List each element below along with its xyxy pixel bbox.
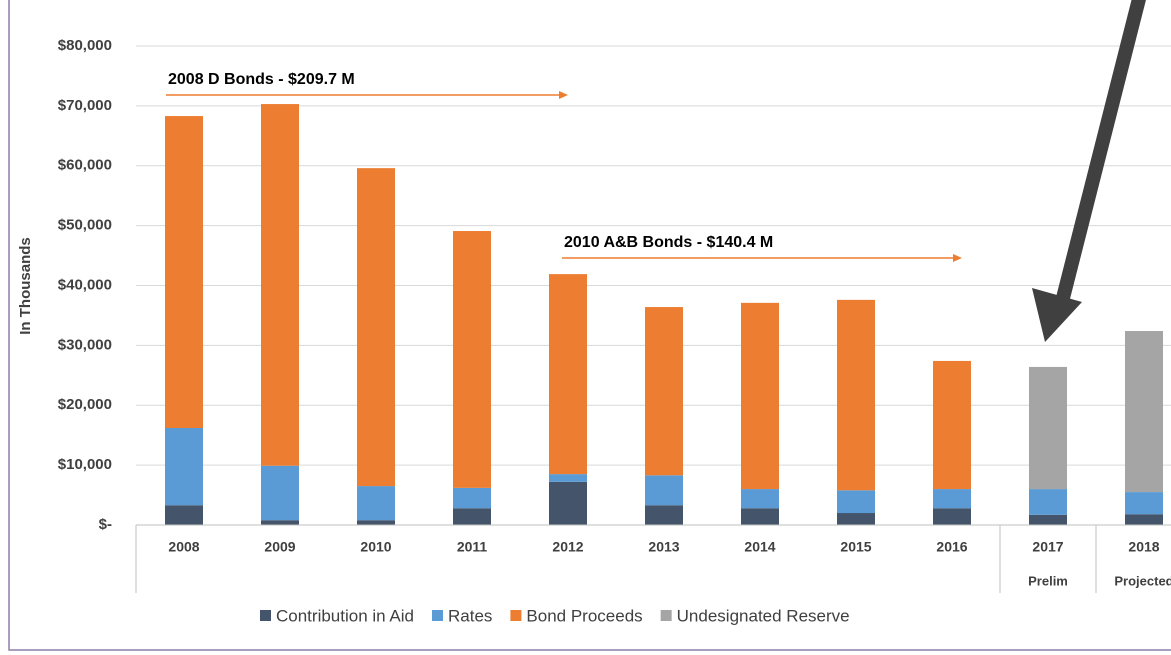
bar-segment	[261, 104, 299, 466]
bar-segment	[1029, 489, 1067, 515]
annotation-arrowhead	[953, 254, 962, 262]
bar-segment	[549, 481, 587, 525]
plot: $- $10,000 $20,000 $30,000 $40,000 $50,000 $60…	[58, 37, 1171, 625]
bar-segment	[165, 116, 203, 429]
x-tick-label: 2012	[552, 539, 583, 555]
bar-segment	[261, 520, 299, 525]
x-tick-label: 2009	[264, 539, 295, 555]
bar-segment	[1125, 514, 1163, 525]
bar-segment	[549, 274, 587, 475]
legend-label: Bond Proceeds	[526, 606, 642, 625]
annotation-arrowhead	[559, 91, 568, 99]
bar-segment	[741, 489, 779, 509]
bar-segment	[837, 299, 875, 491]
bar-segment	[837, 513, 875, 525]
bar-segment	[453, 487, 491, 509]
legend-swatch	[431, 610, 443, 621]
x-tick-label: 2016	[936, 539, 967, 555]
bar-segment	[645, 307, 683, 476]
legend-label: Contribution in Aid	[276, 606, 414, 625]
bar-segment	[645, 505, 683, 525]
bar-segment	[261, 465, 299, 521]
legend-label: Undesignated Reserve	[677, 606, 850, 625]
pointer-arrowhead	[1032, 288, 1082, 342]
annotation: 2010 A&B Bonds - $140.4 M	[564, 234, 773, 251]
bar-segment	[357, 486, 395, 521]
y-tick-label: $20,000	[58, 396, 112, 413]
bar-segment	[453, 508, 491, 525]
x-tick-label: 2013	[648, 539, 679, 555]
bar-segment	[1125, 492, 1163, 515]
bar-segment	[357, 520, 395, 525]
x-sub-label: Prelim	[1028, 573, 1068, 588]
x-tick-label: 2011	[457, 539, 488, 555]
x-tick-label: 2017	[1032, 539, 1063, 555]
x-tick-label: 2008	[168, 539, 199, 555]
bar-segment	[837, 490, 875, 514]
bar-segment	[933, 489, 971, 509]
y-tick-label: $40,000	[58, 276, 112, 293]
bar-segment	[933, 508, 971, 525]
y-tick-label: $10,000	[58, 456, 112, 473]
bar-segment	[357, 168, 395, 487]
bar-segment	[165, 428, 203, 506]
x-sub-label: Projected	[1114, 573, 1171, 588]
x-tick-label: 2014	[744, 539, 775, 555]
x-tick-label: 2018	[1128, 539, 1159, 555]
frame	[8, 0, 1171, 651]
bar-segment	[1125, 331, 1163, 493]
annotation: 2008 D Bonds - $209.7 M	[168, 71, 355, 88]
bar-segment	[741, 302, 779, 490]
y-tick-label: $60,000	[58, 157, 112, 174]
y-tick-label: $70,000	[58, 97, 112, 114]
bar-segment	[1029, 514, 1067, 525]
y-axis-label: In Thousands	[17, 237, 34, 335]
bar-segment	[933, 360, 971, 490]
legend-swatch	[510, 610, 522, 621]
bar-segment	[1029, 366, 1067, 490]
bar-segment	[165, 505, 203, 525]
legend-swatch	[660, 610, 672, 621]
bar-segment	[549, 474, 587, 482]
y-tick-label: $50,000	[58, 217, 112, 234]
y-tick-label: $30,000	[58, 336, 112, 353]
x-tick-label: 2010	[360, 539, 391, 555]
legend-label: Rates	[448, 606, 492, 625]
x-tick-label: 2015	[840, 539, 871, 555]
legend-swatch	[260, 610, 271, 621]
bar-segment	[741, 508, 779, 525]
pointer-arrow	[1056, 0, 1146, 300]
bar-segment	[453, 231, 491, 488]
y-tick-label: $-	[99, 516, 112, 533]
y-tick-label: $80,000	[58, 37, 112, 54]
bar-segment	[645, 475, 683, 506]
